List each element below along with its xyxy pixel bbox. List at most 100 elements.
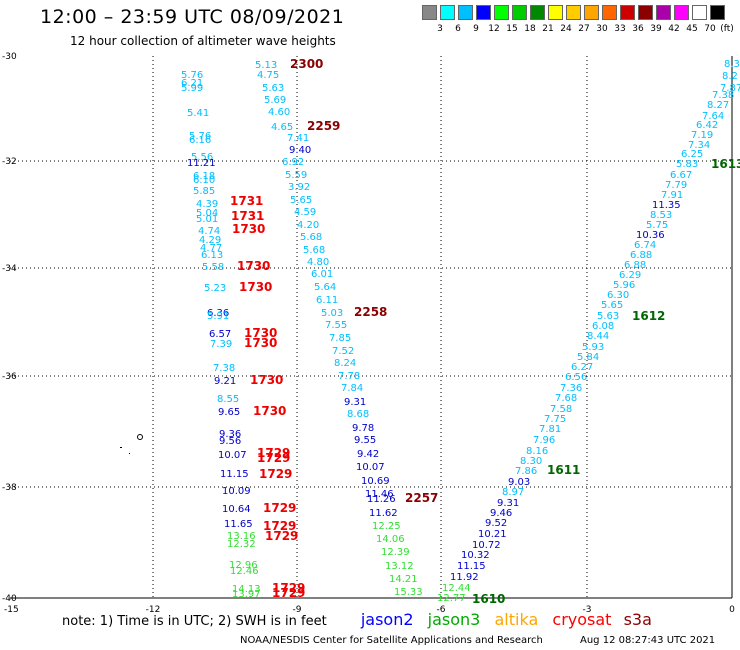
wave-height-value: 7.55 (325, 320, 347, 331)
lon-tick-label: -3 (583, 605, 592, 615)
wave-height-value: 12.77 (437, 593, 466, 604)
wave-height-value: 5.03 (321, 308, 343, 319)
wave-height-value: 4.77 (200, 243, 222, 254)
wave-height-value: 7.78 (338, 371, 360, 382)
legend-swatch (476, 5, 491, 20)
legend-label: 27 (578, 24, 590, 34)
wave-height-value: 5.76 (189, 131, 211, 142)
wave-height-value: 12.32 (227, 539, 256, 550)
legend-label: 45 (686, 24, 698, 34)
wave-height-value: 8.44 (587, 331, 609, 342)
wave-height-value: 10.07 (356, 462, 385, 473)
legend-label: 30 (596, 24, 608, 34)
pass-time-label: 2259 (307, 119, 340, 133)
wave-height-value: 5.63 (262, 83, 284, 94)
wave-height-value: 9.42 (357, 449, 379, 460)
wave-height-value: 11.26 (367, 494, 396, 505)
wave-height-value: 5.56 (191, 152, 213, 163)
wave-height-value: 5.76 (181, 70, 203, 81)
lon-tick-label: 0 (729, 605, 735, 615)
island-outline (120, 434, 143, 454)
pass-time-label: 1729 (265, 529, 298, 543)
wave-height-value: 7.85 (329, 333, 351, 344)
wave-height-value: 11.15 (220, 469, 249, 480)
wave-height-value: 8.55 (217, 394, 239, 405)
legend-swatch (440, 5, 455, 20)
wave-height-value: 7.75 (544, 414, 566, 425)
page-subtitle: 12 hour collection of altimeter wave hei… (70, 34, 336, 48)
wave-height-value: 8.24 (334, 358, 356, 369)
island-dot (137, 434, 143, 440)
wave-height-value: 9.21 (214, 376, 236, 387)
wave-height-value: 14.21 (389, 574, 418, 585)
wave-height-value: 5.75 (646, 220, 668, 231)
credit-line: NOAA/NESDIS Center for Satellite Applica… (240, 635, 543, 646)
pass-time-label: 1729 (272, 581, 305, 595)
wave-height-value: 5.04 (196, 208, 218, 219)
legend-swatch (710, 5, 725, 20)
wave-height-value: 12.25 (372, 521, 401, 532)
wave-height-value: 5.23 (204, 283, 226, 294)
legend-label: 18 (524, 24, 536, 34)
legend-label: 70 (704, 24, 716, 34)
wave-height-value: 8.97 (502, 487, 524, 498)
lon-tick-label: -6 (437, 605, 446, 615)
pass-time-label: 2300 (290, 57, 323, 71)
pass-time-label: 2257 (405, 491, 438, 505)
legend-label: 42 (668, 24, 680, 34)
map-grid (10, 56, 733, 599)
wave-height-value: 6.21 (181, 78, 203, 89)
wave-height-value: 5.93 (582, 342, 604, 353)
wave-height-value: 7.38 (712, 90, 734, 101)
wave-height-value: 8.30 (520, 456, 542, 467)
wave-height-value: 5.63 (597, 311, 619, 322)
legend-swatch (458, 5, 473, 20)
wave-height-readings: 5.134.755.635.694.604.657.419.406.925.59… (181, 59, 740, 604)
wave-height-value: 8.27 (707, 100, 729, 111)
wave-height-value: 10.36 (636, 230, 665, 241)
pass-time-label: 1730 (250, 373, 283, 387)
pass-time-label: 1611 (547, 463, 580, 477)
wave-height-value: 7.79 (665, 180, 687, 191)
wave-height-value: 7.38 (213, 363, 235, 374)
legend-swatch (494, 5, 509, 20)
wave-height-value: 5.91 (207, 311, 229, 322)
wave-height-value: 13.97 (232, 589, 261, 600)
island-dot (120, 447, 122, 448)
lat-tick-label: -32 (2, 157, 17, 167)
legend-swatch (584, 5, 599, 20)
wave-height-value: 11.15 (457, 561, 486, 572)
wave-height-value: 5.69 (264, 95, 286, 106)
legend-label: 21 (542, 24, 554, 34)
pass-time-label: 1731 (231, 209, 264, 223)
pass-time-label: 1729 (272, 586, 305, 600)
legend-swatch (548, 5, 563, 20)
wave-height-value: 7.91 (661, 190, 683, 201)
wave-height-value: 6.36 (207, 308, 229, 319)
pass-time-label: 1730 (253, 404, 286, 418)
lat-tick-label: -38 (2, 483, 17, 493)
wave-height-value: 10.07 (218, 450, 247, 461)
wave-height-value: 13.12 (385, 561, 414, 572)
wave-height-value: 8.53 (650, 210, 672, 221)
wave-height-value: 5.13 (255, 60, 277, 71)
wave-height-value: 7.36 (560, 383, 582, 394)
wave-height-value: 10.64 (222, 504, 251, 515)
pass-time-label: 1730 (237, 259, 270, 273)
legend-label: 15 (506, 24, 518, 34)
note-text: note: 1) Time is in UTC; 2) SWH is in fe… (62, 614, 327, 629)
pass-time-label: 1730 (244, 326, 277, 340)
pass-time-label: 1729 (263, 519, 296, 533)
wave-height-value: 6.56 (565, 372, 587, 383)
wave-height-value: 5.59 (285, 170, 307, 181)
legend-swatch (692, 5, 707, 20)
wave-height-value: 7.64 (702, 111, 724, 122)
wave-height-value: 12.96 (229, 560, 258, 571)
pass-time-label: 1730 (244, 336, 277, 350)
legend-label: 3 (437, 24, 443, 34)
wave-height-value: 10.69 (361, 476, 390, 487)
wave-height-value: 8.16 (526, 446, 548, 457)
wave-height-value: 6.42 (696, 120, 718, 131)
legend-label: 6 (455, 24, 461, 34)
wave-height-value: 7.87 (720, 83, 740, 94)
